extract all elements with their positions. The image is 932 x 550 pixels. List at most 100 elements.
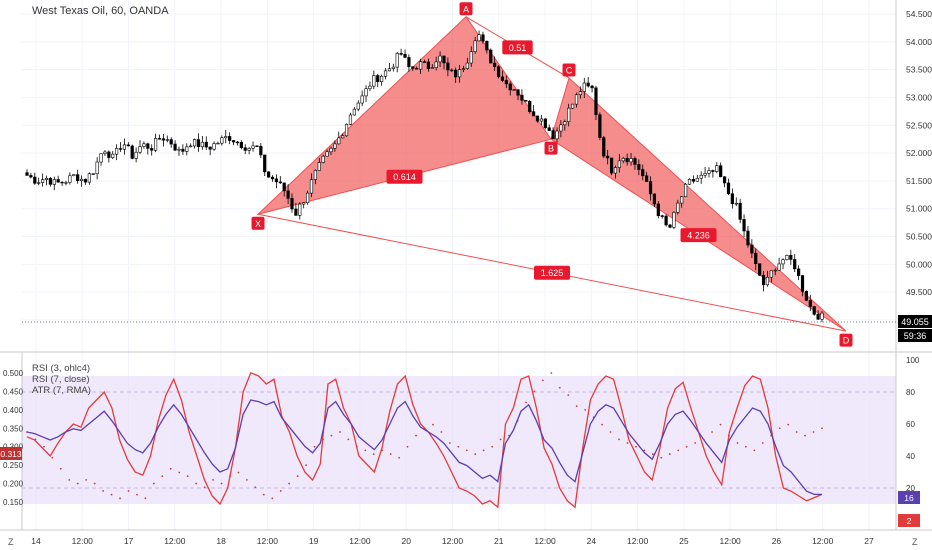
candle-body — [185, 146, 189, 152]
candle-body — [391, 66, 395, 70]
time-tick-label: 12:00 — [257, 536, 279, 546]
candle-body — [699, 174, 703, 179]
time-axis[interactable]: 14 12:00 17 12:00 18 12:00 19 12:00 20 12:00 21 12:… — [31, 536, 874, 546]
atr-point — [499, 438, 502, 441]
candle-body — [208, 146, 212, 150]
atr-point — [144, 497, 147, 500]
candle-body — [64, 182, 68, 184]
last-price-label: 49.055 — [901, 317, 929, 327]
atr-tick-label: 0.450 — [3, 387, 24, 396]
point-b-badge — [544, 141, 558, 155]
candle-body — [122, 144, 127, 150]
candle-body — [383, 70, 388, 77]
candle-body — [107, 151, 111, 158]
candle-body — [200, 141, 204, 148]
candle-body — [364, 88, 368, 97]
price-tick-label: 51.500 — [906, 176, 932, 186]
corner-label-left[interactable]: Z — [8, 537, 14, 547]
atr-point — [237, 471, 240, 474]
candle-body — [376, 75, 380, 83]
legend-rsi-slow[interactable]: RSI (7, close) — [32, 374, 90, 385]
point-d-label: D — [843, 336, 850, 346]
last-price-badge — [898, 315, 932, 328]
atr-point — [601, 423, 604, 426]
price-axis[interactable]: 54.500 54.000 53.500 53.000 52.500 52.000 51.5… — [906, 9, 932, 325]
atr-point — [305, 464, 307, 467]
candle-body — [461, 68, 466, 70]
atr-point — [169, 467, 172, 470]
candle-body — [235, 141, 240, 144]
candle-body — [356, 102, 360, 110]
candle-body — [520, 94, 524, 101]
atr-point — [491, 445, 494, 448]
candle-body — [465, 62, 469, 69]
candle-body — [438, 55, 442, 63]
candle-body — [325, 151, 329, 157]
atr-current-label: 0.313 — [0, 449, 22, 459]
time-tick-label: 14 — [31, 536, 41, 546]
candle-body — [703, 173, 707, 176]
candle-body — [48, 177, 52, 185]
atr-point — [85, 478, 88, 481]
atr-point — [804, 434, 806, 437]
candle-body — [415, 68, 419, 70]
candle-body — [816, 314, 820, 320]
candle-body — [512, 89, 516, 91]
candle-body — [286, 190, 290, 199]
corner-label-right[interactable]: Z — [912, 537, 918, 547]
atr-point — [288, 482, 291, 485]
candle-body — [282, 182, 286, 192]
candle-body — [239, 141, 243, 149]
candle-body — [380, 75, 384, 83]
candle-body — [216, 142, 220, 145]
candle-body — [586, 82, 590, 87]
candle-body — [656, 203, 660, 217]
atr-point — [279, 490, 282, 492]
candle-body — [524, 99, 528, 102]
candle-body — [243, 147, 247, 151]
candle-body — [687, 179, 692, 185]
candle-body — [72, 174, 76, 177]
atr-point — [195, 482, 198, 485]
candle-body — [395, 53, 399, 68]
atr-point — [609, 431, 612, 433]
atr-tick-label: 0.250 — [3, 461, 24, 470]
candle-body — [25, 172, 29, 176]
candle-body — [742, 219, 746, 232]
candle-body — [434, 61, 438, 68]
atr-point — [406, 445, 409, 448]
atr-point — [398, 456, 401, 459]
candle-body — [660, 215, 664, 217]
atr-point — [59, 467, 62, 470]
candle-body — [255, 145, 259, 148]
candle-body — [551, 130, 555, 140]
candle-body — [594, 87, 598, 115]
candle-body — [617, 160, 621, 168]
candle-body — [680, 196, 684, 204]
candle-body — [430, 67, 434, 69]
candle-body — [348, 114, 353, 125]
candle-body — [228, 136, 232, 141]
time-tick-label: 12:00 — [627, 536, 649, 546]
atr-point — [635, 445, 637, 448]
candle-body — [668, 224, 672, 228]
legend-rsi-fast[interactable]: RSI (3, ohlc4) — [32, 363, 90, 374]
atr-point — [778, 427, 781, 430]
candle-body — [220, 137, 224, 144]
price-tick-label: 54.000 — [906, 37, 932, 47]
point-a-badge — [459, 2, 473, 16]
candle-body — [44, 177, 49, 180]
candle-body — [372, 75, 376, 87]
candle-body — [329, 147, 333, 153]
rsi-tick-label: 20 — [906, 484, 915, 493]
atr-point — [533, 390, 536, 393]
legend-atr[interactable]: ATR (7, RMA) — [32, 385, 91, 396]
price-tick-label: 53.500 — [906, 65, 932, 75]
candle-body — [707, 170, 711, 174]
candle-body — [196, 139, 201, 148]
ratio-label: 1.625 — [541, 268, 564, 278]
candle-body — [169, 139, 173, 145]
candle-body — [481, 34, 485, 42]
candle-body — [130, 145, 134, 159]
candle-body — [750, 244, 754, 254]
